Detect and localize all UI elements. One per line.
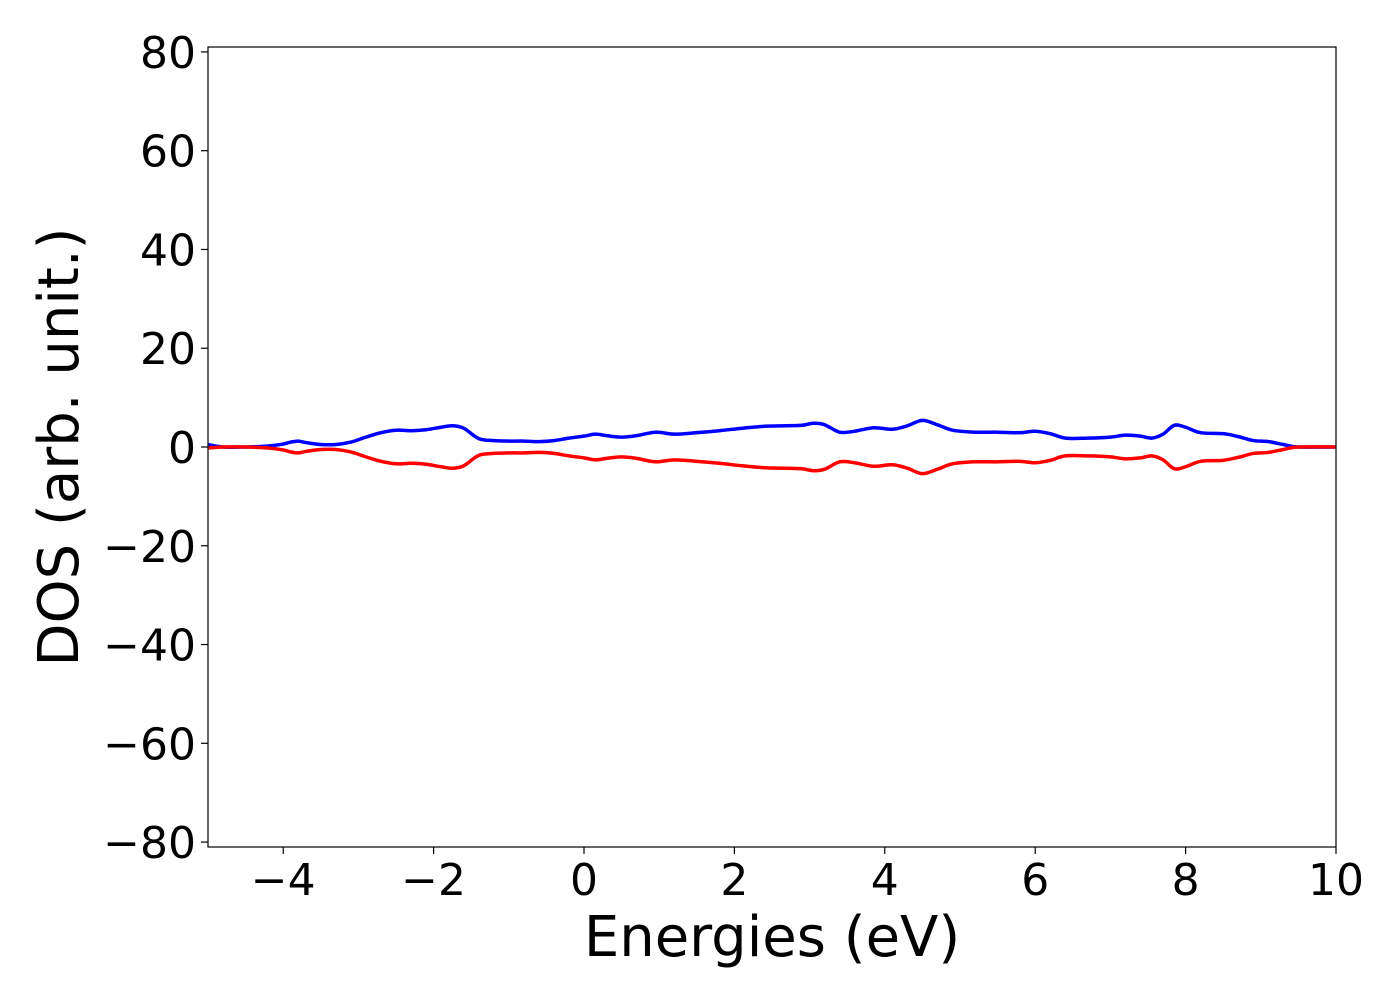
y-axis-label: DOS (arb. unit.) [27,227,92,666]
x-tick-label: 8 [1172,855,1200,906]
x-tick-label: 6 [1021,855,1049,906]
y-tick-label: 20 [140,324,196,375]
x-tick-label: 0 [570,855,598,906]
series-layer [208,418,1336,476]
series-line-1 [208,445,1336,476]
y-tick-label: −20 [103,522,196,573]
y-tick-label: 60 [140,127,196,178]
plot-frame [207,46,1337,848]
x-tick-label: 10 [1308,855,1364,906]
x-tick-label: −4 [251,855,316,906]
y-ticks: −80 −60 −40 −20 0 20 40 60 80 [103,28,208,869]
y-tick-label: −40 [103,621,196,672]
y-tick-label: 80 [140,28,196,79]
y-tick-label: −80 [103,818,196,869]
x-axis-label: Energies (eV) [584,905,960,970]
x-tick-label: 4 [871,855,899,906]
x-ticks: −4 −2 0 2 4 6 8 10 [251,847,1364,906]
series-line-0 [208,418,1336,449]
y-tick-label: 40 [140,225,196,276]
x-tick-label: 2 [720,855,748,906]
y-tick-label: −60 [103,719,196,770]
x-tick-label: −2 [401,855,466,906]
y-tick-label: 0 [168,423,196,474]
